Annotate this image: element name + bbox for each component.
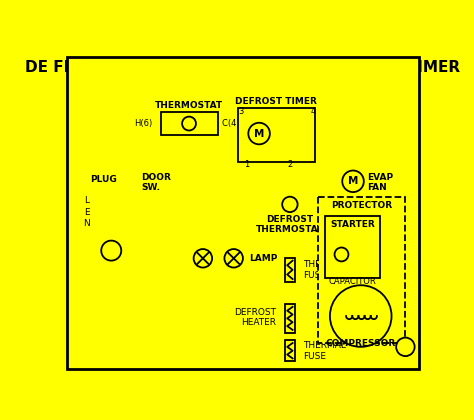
Bar	[284, 304, 295, 333]
Text: DEFROST: DEFROST	[234, 308, 276, 317]
Text: THERMAL: THERMAL	[303, 341, 346, 350]
Text: THERMOSTAT: THERMOSTAT	[256, 225, 324, 234]
Text: M: M	[348, 176, 358, 186]
Circle shape	[248, 123, 270, 144]
Circle shape	[101, 241, 121, 260]
Circle shape	[282, 197, 298, 212]
Text: H(6): H(6)	[135, 119, 153, 128]
Text: FUSE: FUSE	[303, 352, 326, 361]
Text: DE FROST FRIDGE ELECTRIC DIAGRAM WITH TIMER: DE FROST FRIDGE ELECTRIC DIAGRAM WITH TI…	[26, 60, 460, 75]
Text: FAN: FAN	[367, 183, 387, 192]
Text: N: N	[83, 219, 90, 228]
Bar	[161, 112, 219, 135]
Text: EVAP: EVAP	[367, 173, 393, 182]
Text: DOOR: DOOR	[141, 173, 171, 182]
Text: E: E	[84, 207, 90, 217]
Text: THERMOSTAT: THERMOSTAT	[155, 101, 223, 110]
Circle shape	[182, 117, 196, 131]
Bar	[325, 216, 380, 278]
Text: M: M	[254, 129, 264, 139]
Text: PLUG: PLUG	[90, 175, 117, 184]
Bar	[284, 340, 295, 362]
Text: L: L	[84, 196, 89, 205]
Bar	[284, 257, 295, 282]
Text: 4: 4	[310, 108, 316, 116]
Circle shape	[335, 247, 348, 261]
Circle shape	[225, 249, 243, 268]
Circle shape	[194, 249, 212, 268]
Text: STARTER: STARTER	[330, 220, 374, 229]
Circle shape	[330, 285, 392, 347]
Bar	[237, 108, 315, 162]
Bar	[319, 197, 405, 343]
Text: HEATER: HEATER	[241, 318, 276, 328]
Text: CAPACITOR: CAPACITOR	[328, 277, 376, 286]
Text: 2: 2	[287, 160, 292, 169]
Text: 3: 3	[238, 108, 243, 116]
Text: COMPRESSOR: COMPRESSOR	[326, 339, 396, 347]
Text: PROTECTOR: PROTECTOR	[331, 202, 392, 210]
Text: THERMAL: THERMAL	[303, 260, 346, 269]
Text: DEFROST: DEFROST	[266, 215, 313, 224]
Text: FUSE: FUSE	[303, 271, 326, 280]
Text: 1: 1	[244, 160, 249, 169]
Circle shape	[342, 171, 364, 192]
Text: SW.: SW.	[141, 183, 160, 192]
Text: C(4) 3: C(4) 3	[222, 119, 248, 128]
Circle shape	[396, 338, 415, 356]
Text: LAMP: LAMP	[249, 254, 277, 263]
Text: DEFROST TIMER: DEFROST TIMER	[235, 97, 317, 107]
